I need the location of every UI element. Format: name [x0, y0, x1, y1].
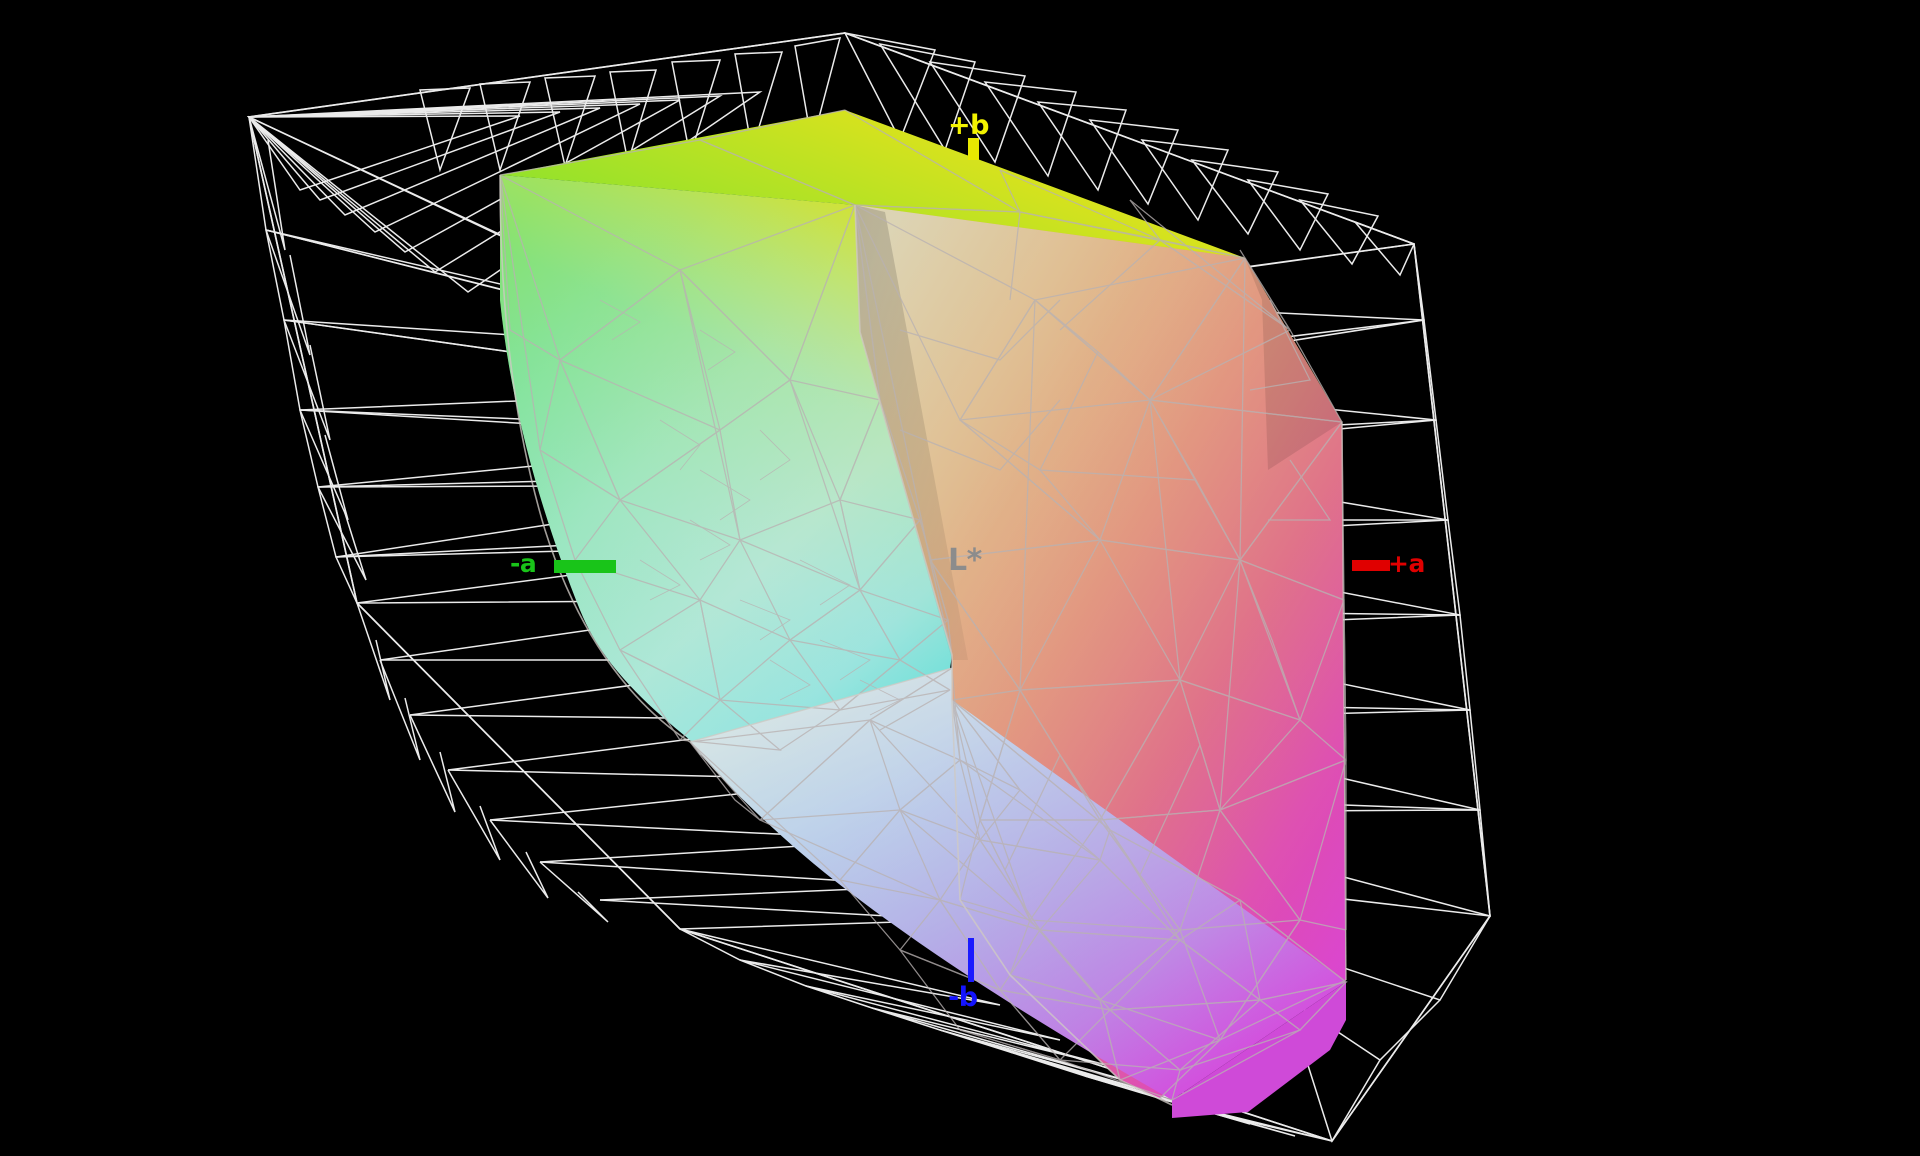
minus-b-axis-tick [968, 938, 974, 982]
minus-a-axis-tick [554, 560, 616, 573]
axis-markers [554, 138, 1390, 982]
axis-label-lightness: L* [948, 543, 982, 578]
axis-label-minus-b: -b [948, 982, 978, 1013]
gamut-inner-seam-shade2 [1245, 258, 1342, 470]
gamut-inner-seam-shade [855, 205, 968, 660]
plus-a-axis-tick [1352, 560, 1390, 571]
axis-label-minus-a: -a [510, 549, 537, 578]
gamut-surface-mesh [499, 109, 1348, 1106]
axis-label-plus-b: +b [948, 110, 989, 141]
gamut-lower-right-wedge [1172, 982, 1346, 1118]
gamut-bottom-left-panel-light [690, 668, 1346, 1100]
axis-label-plus-a: +a [1388, 549, 1425, 578]
plus-b-axis-tick [968, 138, 979, 160]
